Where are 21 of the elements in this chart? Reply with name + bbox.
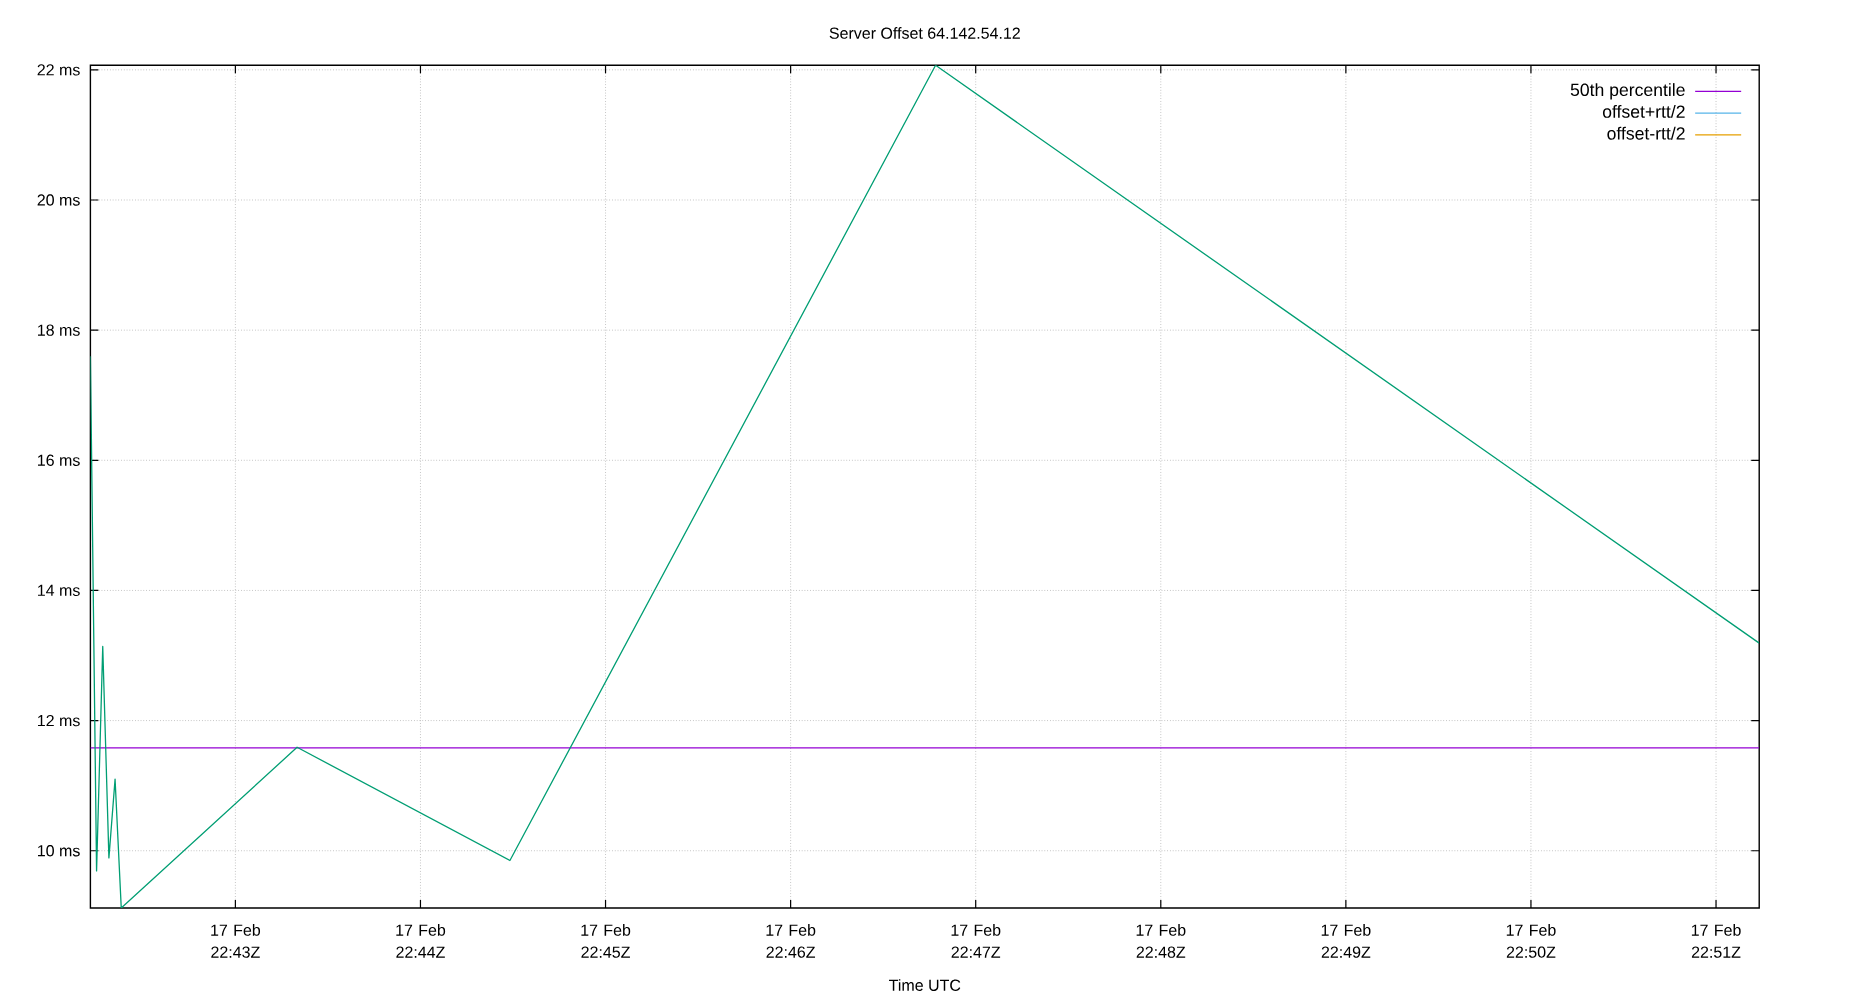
y-tick-label: 20 ms: [37, 194, 80, 206]
legend-label: offset-rtt/2: [1607, 126, 1685, 140]
legend-label: 50th percentile: [1570, 83, 1685, 100]
x-tick-label: 17 Feb 22:44Z: [396, 924, 446, 958]
x-tick-label: 17 Feb 22:48Z: [1136, 924, 1186, 958]
chart-title: Server Offset 64.142.54.12: [829, 27, 1020, 39]
x-tick-label: 17 Feb 22:45Z: [581, 924, 631, 958]
x-tick-label: 17 Feb 22:51Z: [1691, 924, 1741, 958]
x-tick-label: 17 Feb 22:49Z: [1321, 924, 1371, 958]
x-tick-label: 17 Feb 22:43Z: [211, 924, 261, 958]
y-tick-label: 16 ms: [38, 454, 80, 466]
y-tick-label: 14 ms: [38, 584, 80, 597]
y-tick-label: 22 ms: [37, 64, 80, 76]
x-tick-label: 17 Feb 22:50Z: [1506, 924, 1556, 958]
x-tick-label: 17 Feb 22:47Z: [951, 924, 1001, 958]
y-tick-label: 18 ms: [38, 324, 80, 336]
x-axis-title: Time UTC: [889, 979, 961, 991]
y-tick-label: 10 ms: [38, 845, 80, 857]
legend-label: offset+rtt/2: [1602, 104, 1685, 118]
x-tick-label: 17 Feb 22:46Z: [766, 924, 816, 958]
y-tick-label: 12 ms: [38, 714, 80, 727]
